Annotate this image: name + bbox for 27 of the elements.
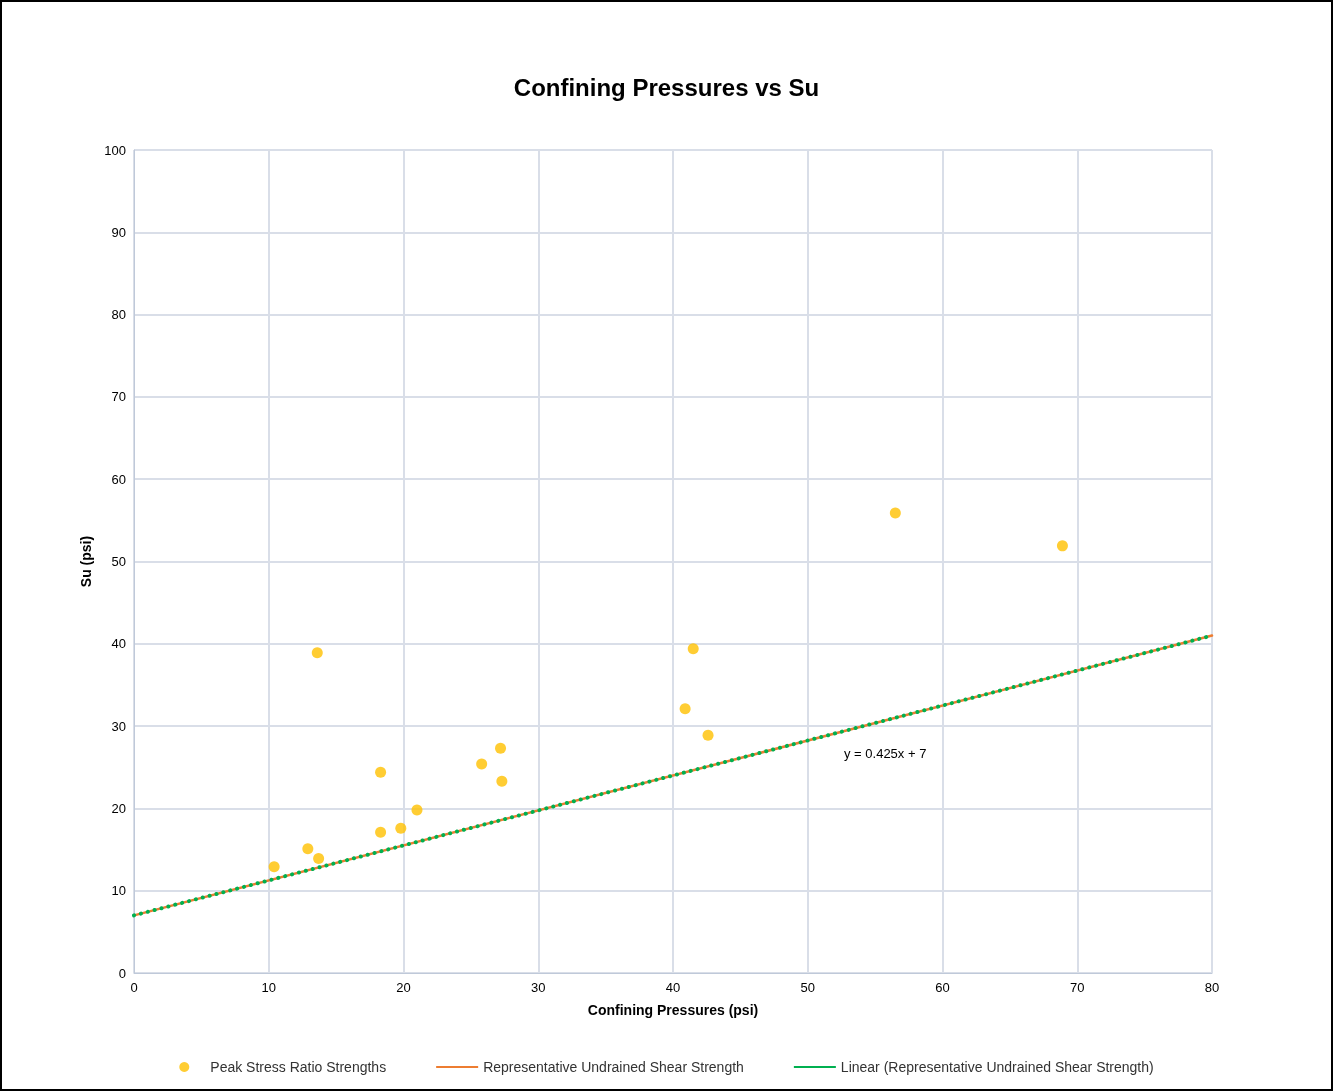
y-tick-label: 40 (111, 636, 126, 652)
annotation: y = 0.425x + 7 (844, 746, 927, 761)
y-tick-label: 80 (111, 307, 126, 323)
y-tick-label: 70 (111, 389, 126, 405)
y-tick-label: 60 (111, 471, 126, 487)
y-tick-label: 100 (104, 142, 126, 158)
legend-label: Peak Stress Ratio Strengths (210, 1059, 387, 1075)
legend-label: Representative Undrained Shear Strength (483, 1059, 744, 1075)
y-axis-title: Su (psi) (78, 535, 95, 588)
y-tick-label: 50 (111, 554, 126, 569)
x-tick-label: 60 (935, 980, 950, 995)
x-tick-label: 50 (800, 980, 815, 995)
y-tick-label: 10 (111, 883, 126, 899)
x-tick-label: 0 (130, 980, 138, 995)
chart-title: Confining Pressures vs Su (513, 73, 820, 101)
y-tick-label: 0 (118, 965, 126, 981)
x-tick-label: 40 (665, 980, 681, 995)
legend-label: Linear (Representative Undrained Shear Strength) (840, 1059, 1154, 1075)
y-tick-label: 20 (111, 800, 126, 816)
x-tick-label: 70 (1070, 980, 1085, 995)
x-axis-title: Confining Pressures (psi) (587, 1002, 759, 1018)
y-tick-label: 90 (111, 224, 126, 240)
x-tick-label: 20 (396, 980, 411, 995)
x-tick-label: 10 (261, 980, 276, 995)
x-tick-label: 30 (531, 980, 546, 995)
x-tick-label: 80 (1204, 980, 1220, 995)
y-tick-label: 30 (111, 718, 126, 734)
